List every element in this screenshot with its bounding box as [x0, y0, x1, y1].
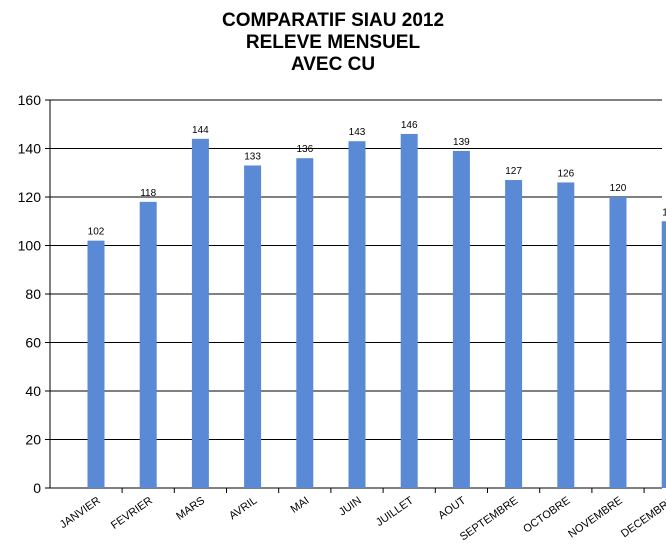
bar-octobre: [557, 182, 575, 488]
x-tick-label-novembre: NOVEMBRE: [566, 495, 624, 541]
data-label-novembre: 120: [610, 183, 627, 194]
bar-janvier: [87, 240, 105, 488]
data-label-mai: 136: [296, 144, 313, 155]
y-tick-label-20: 20: [25, 432, 41, 448]
y-tick-label-80: 80: [25, 286, 41, 302]
data-label-decembre: 110: [662, 207, 666, 218]
chart-title: COMPARATIF SIAU 2012 RELEVE MENSUEL AVEC…: [0, 10, 666, 76]
data-label-mars: 144: [192, 125, 209, 136]
bar-mars: [191, 138, 209, 489]
data-label-octobre: 126: [557, 168, 574, 179]
bar-aout: [452, 150, 470, 489]
data-label-avril: 133: [244, 151, 261, 162]
y-tick-label-60: 60: [25, 335, 41, 351]
x-tick-label-juillet: JUILLET: [374, 494, 416, 529]
x-tick-label-mai: MAI: [289, 495, 312, 516]
data-label-juillet: 146: [401, 120, 418, 131]
bar-decembre: [661, 221, 666, 488]
x-tick-label-fevrier: FEVRIER: [109, 495, 155, 532]
y-tick-label-160: 160: [18, 92, 42, 108]
bar-mai: [296, 158, 314, 488]
x-tick-label-decembre: DECEMBRE: [619, 495, 666, 541]
y-tick-label-100: 100: [18, 238, 42, 254]
chart-title-line-1: COMPARATIF SIAU 2012: [221, 10, 445, 31]
y-tick-label-140: 140: [18, 141, 42, 157]
bar-septembre: [505, 180, 523, 488]
bars: [87, 133, 666, 489]
x-tick-label-octobre: OCTOBRE: [521, 495, 572, 536]
x-tick-label-janvier: JANVIER: [58, 495, 103, 532]
data-label-janvier: 102: [88, 227, 105, 238]
y-tick-label-0: 0: [33, 480, 41, 496]
y-tick-label-40: 40: [25, 383, 41, 399]
data-label-septembre: 127: [505, 166, 522, 177]
bar-juin: [348, 141, 366, 488]
bar-novembre: [609, 197, 627, 488]
data-label-fevrier: 118: [140, 188, 156, 199]
x-tick-label-avril: AVRIL: [227, 495, 259, 523]
x-tick-label-mars: MARS: [174, 495, 207, 523]
bar-avril: [244, 165, 262, 488]
chart-title-line-3: AVEC CU: [290, 54, 376, 75]
x-tick-label-aout: AOUT: [436, 494, 468, 522]
data-label-aout: 139: [453, 137, 470, 148]
y-tick-label-120: 120: [18, 189, 42, 205]
x-tick-label-septembre: SEPTEMBRE: [458, 495, 520, 544]
data-label-juin: 143: [349, 127, 366, 138]
bar-fevrier: [139, 201, 157, 488]
data-labels: 102 118 144 133 136 143 146 139 127 126 120 110: [88, 120, 666, 238]
bar-juillet: [400, 133, 418, 488]
x-tick-label-juin: JUIN: [337, 495, 364, 519]
chart-title-line-2: RELEVE MENSUEL: [245, 32, 421, 53]
